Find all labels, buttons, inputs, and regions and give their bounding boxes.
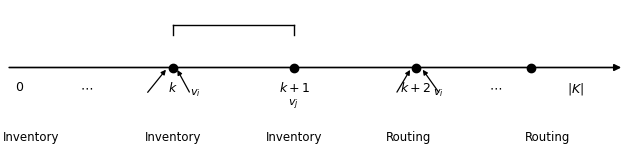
- Text: $v_i$: $v_i$: [190, 87, 200, 99]
- Text: $k+1$: $k+1$: [279, 81, 310, 95]
- Text: $\cdots$: $\cdots$: [490, 81, 502, 94]
- Text: Inventory: Inventory: [266, 130, 323, 144]
- Text: Inventory: Inventory: [145, 130, 201, 144]
- Text: $k$: $k$: [168, 81, 178, 95]
- Text: $0$: $0$: [15, 81, 24, 94]
- Text: Routing: Routing: [525, 130, 570, 144]
- Text: Immediate reward $r^*(\boldsymbol{S}_k, \boldsymbol{a}_k)$: Immediate reward $r^*(\boldsymbol{S}_k, …: [154, 0, 332, 4]
- Text: Routing: Routing: [386, 130, 431, 144]
- Text: $v_j$: $v_j$: [288, 98, 298, 112]
- Text: $k+2$: $k+2$: [401, 81, 431, 95]
- Text: Inventory: Inventory: [3, 130, 59, 144]
- Text: $|K|$: $|K|$: [568, 81, 584, 97]
- Text: $\cdots$: $\cdots$: [80, 81, 93, 94]
- Text: $v_i$: $v_i$: [433, 87, 444, 99]
